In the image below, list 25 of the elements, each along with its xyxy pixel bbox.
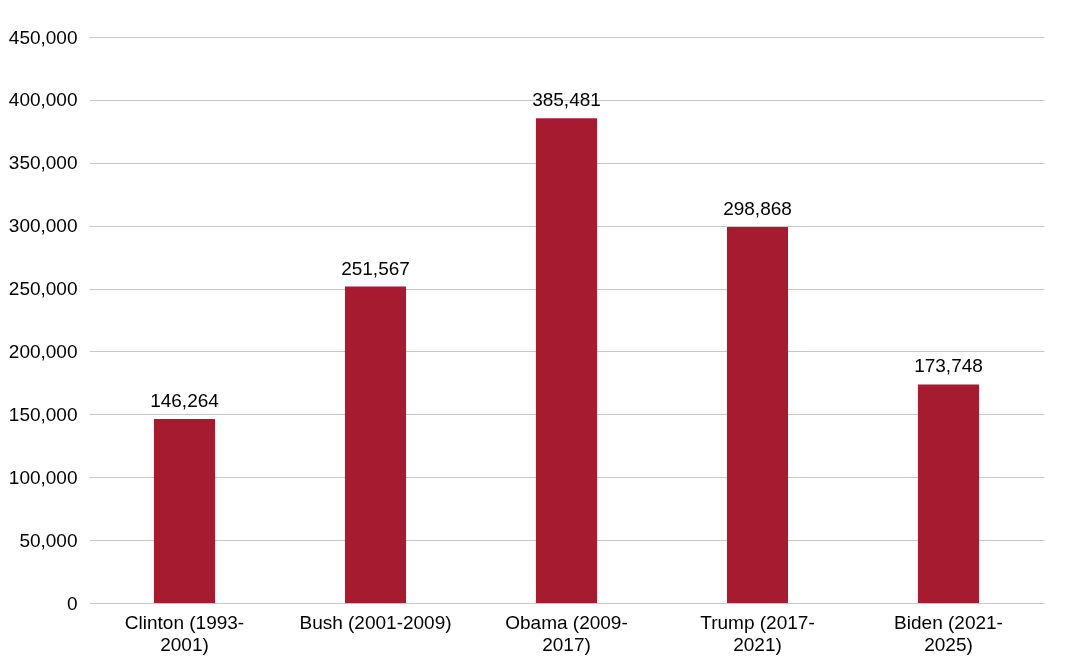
x-tick-label: Obama (2009-2017) — [505, 611, 628, 655]
y-tick-label: 450,000 — [8, 26, 78, 48]
y-tick-label: 50,000 — [19, 529, 78, 551]
y-tick-label: 100,000 — [8, 466, 78, 488]
bar — [726, 227, 789, 603]
data-label: 146,264 — [150, 390, 220, 412]
bar — [535, 118, 598, 603]
bar — [917, 384, 980, 603]
data-label: 298,868 — [723, 198, 792, 220]
y-tick-label: 200,000 — [8, 340, 78, 362]
y-tick-label: 300,000 — [8, 215, 78, 237]
data-label: 173,748 — [914, 355, 983, 377]
y-tick-label: 150,000 — [8, 403, 78, 425]
bar — [344, 286, 407, 603]
data-label: 385,481 — [532, 89, 601, 111]
y-tick-label: 350,000 — [8, 152, 78, 174]
x-tick-label: Bush (2001-2009) — [299, 611, 452, 633]
data-label: 251,567 — [341, 257, 410, 279]
y-tick-label: 250,000 — [8, 278, 78, 300]
x-tick-label: Clinton (1993-2001) — [124, 611, 245, 655]
y-tick-label: 0 — [66, 592, 78, 614]
bar — [153, 419, 216, 603]
y-tick-label: 400,000 — [8, 89, 78, 111]
x-tick-label: Trump (2017-2021) — [700, 611, 815, 655]
x-tick-label: Biden (2021-2025) — [894, 611, 1003, 655]
